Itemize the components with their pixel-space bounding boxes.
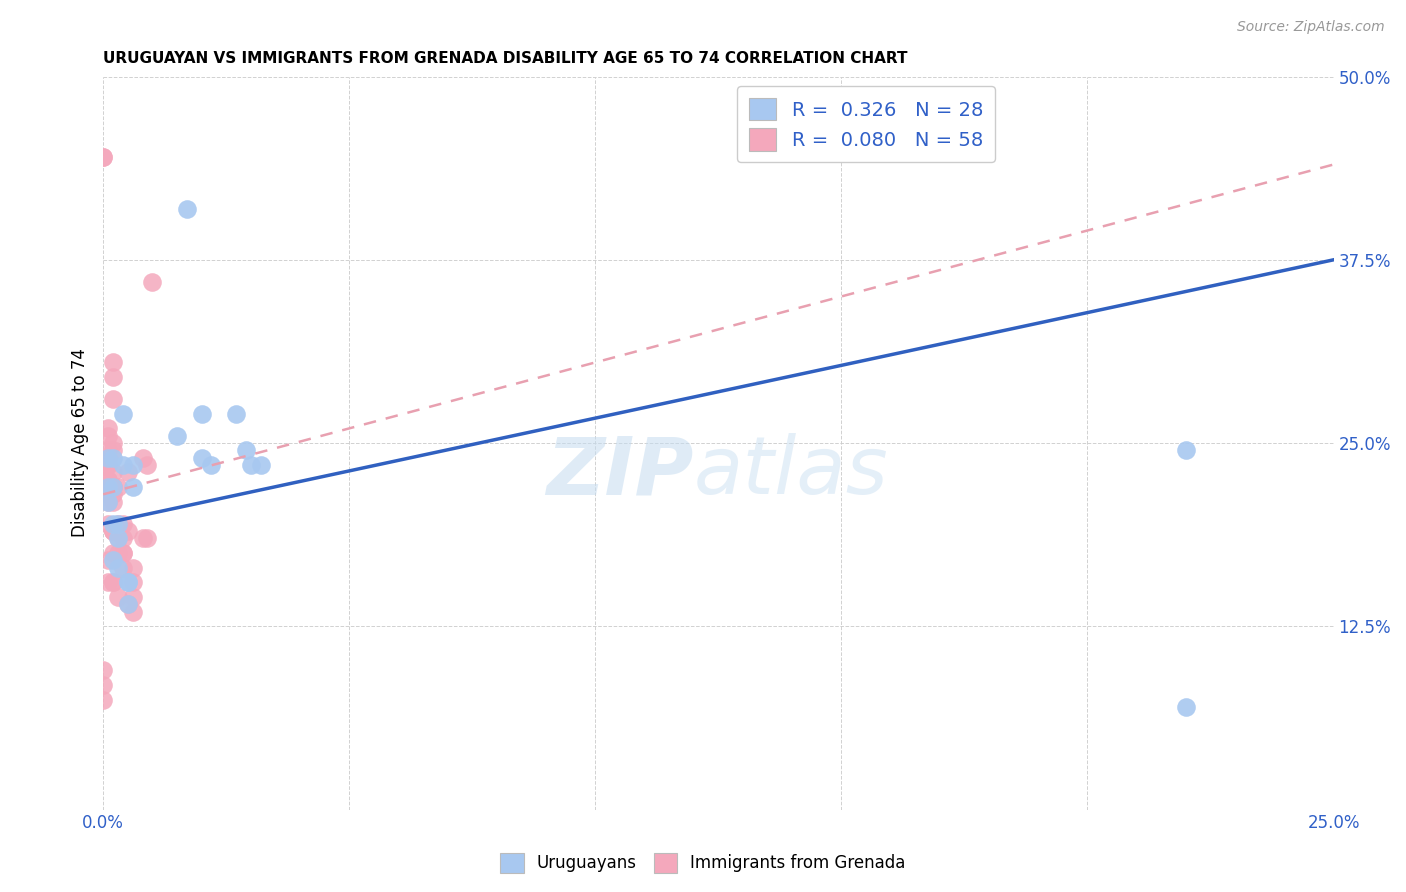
Legend: R =  0.326   N = 28, R =  0.080   N = 58: R = 0.326 N = 28, R = 0.080 N = 58 — [737, 87, 994, 162]
Point — [107, 590, 129, 604]
Point — [91, 150, 114, 164]
Point — [107, 532, 129, 546]
Point — [101, 480, 124, 494]
Point — [166, 428, 188, 442]
Point — [91, 150, 114, 164]
Point — [97, 458, 120, 472]
Text: Source: ZipAtlas.com: Source: ZipAtlas.com — [1237, 20, 1385, 34]
Point — [117, 575, 139, 590]
Point — [190, 407, 212, 421]
Point — [121, 575, 143, 590]
Point — [107, 516, 129, 531]
Point — [101, 524, 124, 538]
Point — [101, 370, 124, 384]
Point — [97, 458, 120, 472]
Point — [101, 524, 124, 538]
Point — [111, 407, 134, 421]
Point — [101, 355, 124, 369]
Point — [91, 663, 114, 677]
Point — [131, 532, 153, 546]
Point — [101, 480, 124, 494]
Point — [97, 443, 120, 458]
Point — [1174, 443, 1197, 458]
Point — [97, 494, 120, 508]
Point — [121, 560, 143, 574]
Point — [235, 443, 257, 458]
Point — [107, 546, 129, 560]
Point — [111, 532, 134, 546]
Point — [101, 466, 124, 480]
Point — [225, 407, 247, 421]
Point — [176, 202, 198, 216]
Point — [136, 532, 159, 546]
Point — [121, 480, 143, 494]
Point — [111, 458, 134, 472]
Point — [107, 532, 129, 546]
Point — [200, 458, 222, 472]
Point — [101, 553, 124, 567]
Point — [97, 473, 120, 487]
Point — [107, 560, 129, 574]
Point — [111, 546, 134, 560]
Point — [111, 560, 134, 574]
Point — [111, 516, 134, 531]
Point — [121, 458, 143, 472]
Point — [117, 466, 139, 480]
Legend: Uruguayans, Immigrants from Grenada: Uruguayans, Immigrants from Grenada — [494, 847, 912, 880]
Text: ZIP: ZIP — [547, 434, 693, 511]
Point — [97, 553, 120, 567]
Point — [141, 275, 163, 289]
Point — [101, 494, 124, 508]
Point — [97, 450, 120, 465]
Point — [131, 450, 153, 465]
Point — [101, 480, 124, 494]
Point — [1174, 700, 1197, 714]
Point — [97, 480, 120, 494]
Point — [97, 421, 120, 435]
Point — [117, 524, 139, 538]
Point — [117, 597, 139, 611]
Point — [101, 392, 124, 406]
Point — [101, 516, 124, 531]
Point — [101, 524, 124, 538]
Point — [239, 458, 262, 472]
Point — [107, 480, 129, 494]
Point — [101, 487, 124, 501]
Point — [91, 678, 114, 692]
Point — [97, 516, 120, 531]
Point — [91, 692, 114, 706]
Point — [97, 480, 120, 494]
Point — [97, 487, 120, 501]
Point — [190, 450, 212, 465]
Text: atlas: atlas — [693, 434, 889, 511]
Point — [101, 436, 124, 450]
Point — [97, 450, 120, 465]
Point — [97, 450, 120, 465]
Point — [136, 458, 159, 472]
Point — [97, 575, 120, 590]
Point — [97, 494, 120, 508]
Point — [117, 575, 139, 590]
Point — [101, 575, 124, 590]
Point — [249, 458, 271, 472]
Point — [101, 450, 124, 465]
Point — [121, 605, 143, 619]
Point — [101, 443, 124, 458]
Point — [101, 546, 124, 560]
Point — [121, 590, 143, 604]
Text: URUGUAYAN VS IMMIGRANTS FROM GRENADA DISABILITY AGE 65 TO 74 CORRELATION CHART: URUGUAYAN VS IMMIGRANTS FROM GRENADA DIS… — [103, 51, 908, 66]
Y-axis label: Disability Age 65 to 74: Disability Age 65 to 74 — [72, 349, 89, 538]
Point — [97, 473, 120, 487]
Point — [97, 428, 120, 442]
Point — [101, 575, 124, 590]
Point — [117, 597, 139, 611]
Point — [107, 516, 129, 531]
Point — [111, 546, 134, 560]
